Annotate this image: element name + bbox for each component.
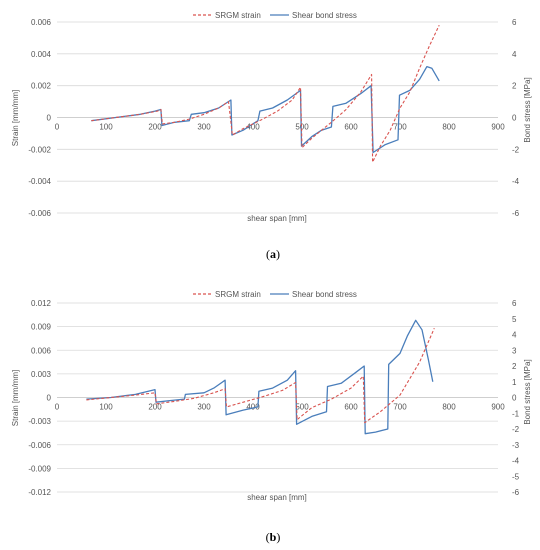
legend-label-strain: SRGM strain	[215, 290, 261, 299]
x-tick-labels: 0 100 200 300 400 500 600 700 800 900	[55, 123, 505, 132]
y-left-tick-labels: 0.012 0.009 0.006 0.003 0 -0.003 -0.006 -0.009 -…	[28, 299, 51, 497]
y-right-tick-label: 3	[512, 346, 517, 355]
x-tick-label: 300	[197, 403, 211, 412]
x-tick-label: 100	[99, 123, 113, 132]
x-tick-label: 500	[295, 123, 309, 132]
y-right-tick-label: 6	[512, 299, 517, 308]
legend-label-bond: Shear bond stress	[292, 11, 357, 20]
y-right-tick-label: -6	[512, 209, 520, 218]
x-tick-labels: 0 100 200 300 400 500 600 700 800 900	[55, 403, 505, 412]
y-left-tick-label: 0.006	[31, 346, 52, 355]
x-axis-title: shear span [mm]	[247, 493, 307, 502]
y-right-tick-label: 2	[512, 82, 517, 91]
panel-caption-b: (b)	[266, 530, 281, 544]
y-left-tick-label: 0.006	[31, 18, 52, 27]
y-left-tick-label: 0.002	[31, 82, 52, 91]
x-tick-label: 400	[246, 123, 260, 132]
y-left-tick-label: 0.009	[31, 323, 52, 332]
x-tick-label: 900	[491, 123, 505, 132]
y-right-tick-label: -6	[512, 488, 520, 497]
legend: SRGM strain Shear bond stress	[193, 11, 357, 20]
y-right-axis-title: Bond stress [MPa]	[523, 359, 532, 424]
legend: SRGM strain Shear bond stress	[193, 290, 357, 299]
y-right-tick-label: -2	[512, 425, 520, 434]
chart-panel-a: 0 100 200 300 400 500 600 700 800 900 0.0060.0040…	[11, 11, 532, 261]
y-left-tick-label: -0.003	[28, 417, 51, 426]
x-tick-label: 200	[148, 123, 162, 132]
y-right-tick-label: 0	[512, 394, 517, 403]
panel-caption-a: (a)	[266, 247, 280, 261]
y-left-tick-label: -0.009	[28, 464, 51, 473]
y-left-tick-label: 0	[47, 114, 52, 123]
x-tick-label: 500	[295, 403, 309, 412]
y-right-tick-label: -2	[512, 145, 520, 154]
x-tick-label: 600	[344, 123, 358, 132]
x-axis-title: shear span [mm]	[247, 214, 307, 223]
y-left-tick-label: 0	[47, 394, 52, 403]
x-tick-label: 700	[393, 403, 407, 412]
x-tick-label: 100	[99, 403, 113, 412]
x-tick-label: 300	[197, 123, 211, 132]
x-tick-label: 0	[55, 403, 60, 412]
y-left-tick-label: 0.003	[31, 370, 52, 379]
y-right-axis-title: Bond stress [MPa]	[523, 77, 532, 142]
chart-panel-b: 0 100 200 300 400 500 600 700 800 900 0.0120.0090…	[11, 290, 532, 544]
y-right-tick-label: -3	[512, 441, 520, 450]
y-right-tick-label: 4	[512, 331, 517, 340]
legend-label-bond: Shear bond stress	[292, 290, 357, 299]
y-left-tick-label: 0.004	[31, 50, 52, 59]
x-tick-label: 900	[491, 403, 505, 412]
x-tick-label: 700	[393, 123, 407, 132]
series-line-shear-bond-stress	[86, 319, 434, 435]
y-right-tick-label: -1	[512, 409, 520, 418]
y-left-tick-label: -0.006	[28, 209, 51, 218]
x-tick-label: 0	[55, 123, 60, 132]
y-left-tick-labels: 0.006 0.004 0.002 0 -0.002 -0.004 -0.006	[28, 18, 51, 218]
series-lines	[86, 319, 435, 435]
y-left-tick-label: -0.012	[28, 488, 51, 497]
x-tick-label: 800	[442, 123, 456, 132]
y-right-tick-labels: 6 4 2 0 -2 -4 -6	[512, 18, 520, 218]
y-right-tick-label: 6	[512, 18, 517, 27]
x-tick-label: 400	[246, 403, 260, 412]
x-tick-label: 600	[344, 403, 358, 412]
y-left-tick-label: 0.012	[31, 299, 52, 308]
y-right-tick-label: 4	[512, 50, 517, 59]
y-right-tick-label: -4	[512, 457, 520, 466]
y-right-tick-label: 2	[512, 362, 517, 371]
x-tick-label: 200	[148, 403, 162, 412]
series-line-shear-bond-stress	[91, 65, 440, 154]
gridlines	[57, 21, 498, 214]
y-left-tick-label: -0.004	[28, 177, 51, 186]
y-right-tick-label: 1	[512, 378, 517, 387]
x-tick-label: 800	[442, 403, 456, 412]
y-right-tick-label: 0	[512, 114, 517, 123]
y-left-tick-label: -0.006	[28, 441, 51, 450]
y-right-tick-label: -5	[512, 472, 520, 481]
y-right-tick-label: 5	[512, 315, 517, 324]
y-left-tick-label: -0.002	[28, 145, 51, 154]
series-line-srgm-strain	[91, 24, 440, 163]
series-lines	[91, 24, 440, 163]
y-right-tick-labels: 6 5 4 3 2 1 0 -1 -2 -3 -4 -5 -6	[512, 299, 520, 497]
gridlines	[57, 302, 498, 493]
y-left-axis-title: Strain [mm/mm]	[11, 370, 20, 426]
series-line-srgm-strain	[86, 327, 435, 424]
legend-label-strain: SRGM strain	[215, 11, 261, 20]
y-left-axis-title: Strain [mm/mm]	[11, 90, 20, 146]
y-right-tick-label: -4	[512, 177, 520, 186]
